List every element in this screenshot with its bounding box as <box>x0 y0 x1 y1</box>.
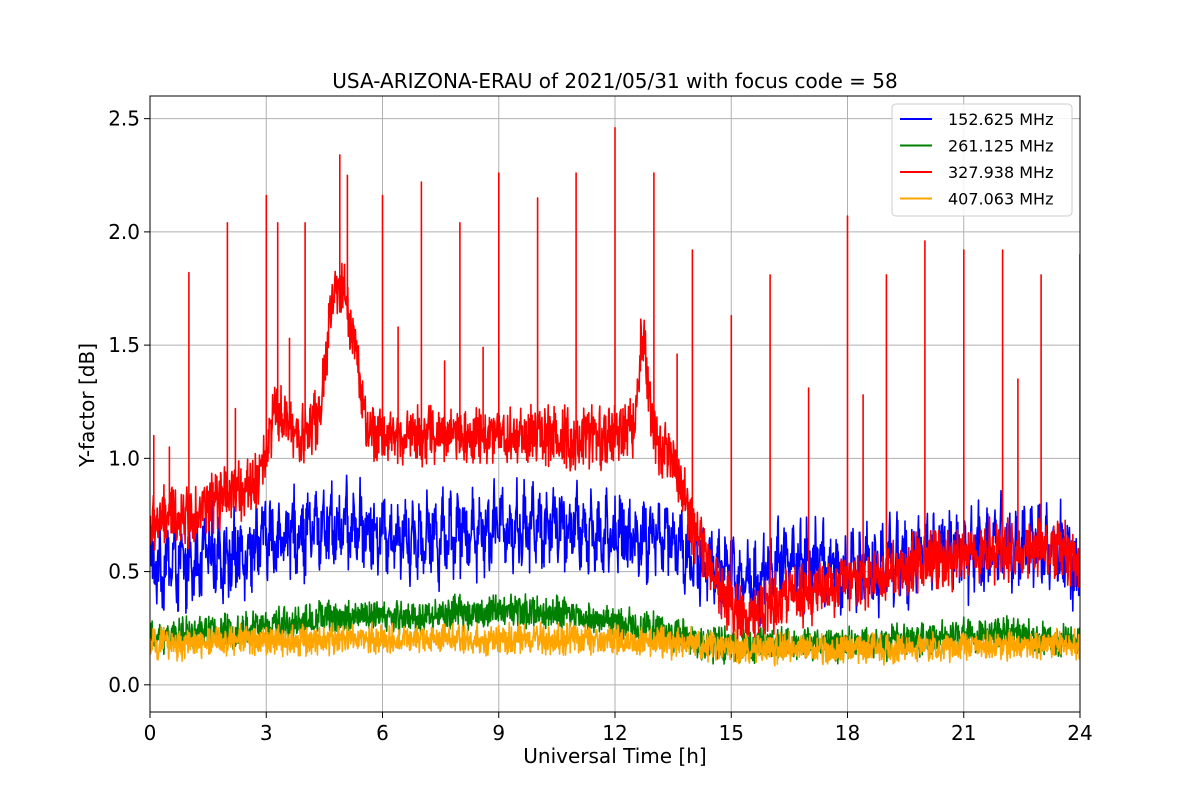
y-tick-label: 2.5 <box>108 107 140 131</box>
chart-title: USA-ARIZONA-ERAU of 2021/05/31 with focu… <box>332 69 897 93</box>
plot-area <box>150 126 1080 667</box>
x-tick-label: 6 <box>376 721 389 745</box>
x-tick-label: 12 <box>602 721 627 745</box>
x-axis-ticks: 0 3 6 9 12 15 18 21 24 <box>144 712 1093 745</box>
x-tick-label: 9 <box>492 721 505 745</box>
y-axis-ticks: 0.0 0.5 1.0 1.5 2.0 2.5 <box>108 107 150 697</box>
legend-label: 407.063 MHz <box>948 190 1053 209</box>
y-tick-label: 2.0 <box>108 220 140 244</box>
series-line-3 <box>150 621 1080 667</box>
legend-box <box>891 103 1073 217</box>
y-tick-label: 1.5 <box>108 333 140 357</box>
y-tick-label: 1.0 <box>108 446 140 470</box>
x-tick-label: 15 <box>719 721 744 745</box>
x-tick-label: 0 <box>144 721 157 745</box>
x-axis-label: Universal Time [h] <box>523 744 706 768</box>
series-line-2 <box>150 126 1080 645</box>
y-axis-label: Y-factor [dB] <box>75 343 99 468</box>
y-tick-label: 0.5 <box>108 560 140 584</box>
legend-label: 152.625 MHz <box>948 110 1053 129</box>
legend-label: 327.938 MHz <box>948 163 1053 182</box>
x-tick-label: 18 <box>835 721 860 745</box>
y-tick-label: 0.0 <box>108 673 140 697</box>
x-tick-label: 24 <box>1067 721 1092 745</box>
x-tick-label: 21 <box>951 721 976 745</box>
legend-label: 261.125 MHz <box>948 137 1053 156</box>
series-group <box>150 126 1080 667</box>
x-tick-label: 3 <box>260 721 273 745</box>
legend: 152.625 MHz 261.125 MHz 327.938 MHz 407.063… <box>891 103 1073 217</box>
